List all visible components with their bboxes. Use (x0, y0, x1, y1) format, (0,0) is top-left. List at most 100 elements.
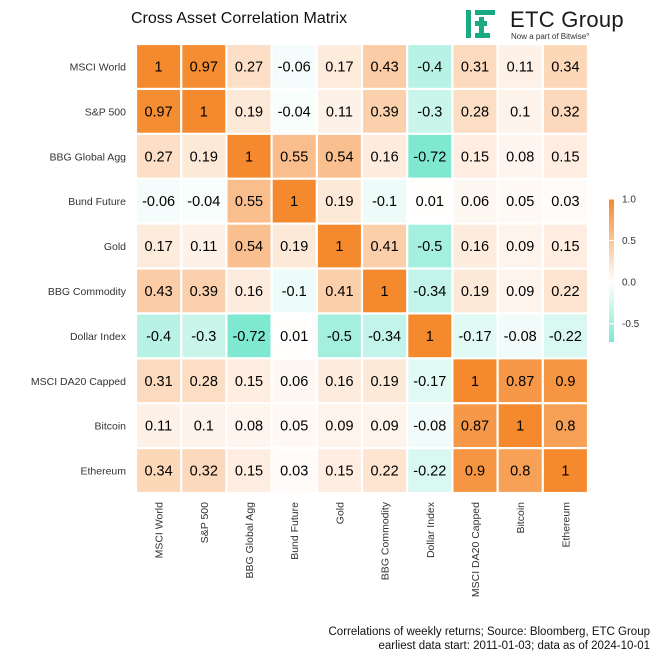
heatmap-value-label: 0.01 (416, 194, 444, 210)
heatmap-value-label: 0.32 (551, 104, 579, 120)
heatmap-value-label: 0.17 (325, 59, 353, 75)
heatmap-value-label: 0.16 (235, 284, 263, 300)
heatmap-cell (227, 90, 271, 133)
heatmap-cell (363, 134, 407, 178)
heatmap-cell (453, 359, 497, 403)
heatmap-value-label: 0.15 (235, 374, 263, 390)
heatmap-value-label: 0.8 (510, 464, 530, 480)
heatmap-cell (408, 359, 452, 403)
heatmap-value-label: -0.72 (232, 329, 265, 345)
heatmap-value-label: 0.41 (325, 284, 353, 300)
heatmap-value-label: 0.27 (235, 59, 263, 75)
heatmap-value-label: 0.97 (190, 59, 218, 75)
row-label: S&P 500 (85, 106, 126, 118)
heatmap-cell (272, 314, 316, 358)
heatmap-value-label: 0.32 (190, 464, 218, 480)
row-label: BBG Commodity (48, 286, 127, 298)
heatmap-value-label: -0.5 (417, 239, 442, 255)
heatmap-cell (317, 224, 361, 268)
heatmap-value-label: 0.28 (461, 104, 489, 120)
heatmap-value-label: -0.3 (191, 329, 216, 345)
heatmap-value-label: 0.31 (461, 59, 489, 75)
heatmap-cell (498, 404, 542, 447)
heatmap-value-label: 0.55 (280, 149, 308, 165)
heatmap-value-label: 0.15 (325, 464, 353, 480)
heatmap-cell (137, 314, 181, 358)
heatmap-cell (137, 179, 181, 223)
heatmap-cell (408, 224, 452, 268)
heatmap-cell (453, 179, 497, 223)
heatmap-cell (137, 269, 181, 313)
heatmap-cell (543, 90, 587, 133)
heatmap-value-label: 0.97 (144, 104, 172, 120)
heatmap-cell (182, 449, 226, 492)
heatmap-value-label: 0.01 (280, 329, 308, 345)
heatmap-cell (272, 90, 316, 133)
heatmap-cell (137, 134, 181, 178)
heatmap-value-label: 1 (200, 104, 208, 120)
brand-name: ETC Group (510, 7, 624, 32)
heatmap-value-label: 1 (426, 329, 434, 345)
heatmap-cell (227, 134, 271, 178)
heatmap-cell (317, 134, 361, 178)
heatmap-value-label: -0.17 (458, 329, 491, 345)
brand-logo: ETC Group Now a part of Bitwise° (466, 7, 656, 42)
heatmap-value-label: -0.1 (372, 194, 397, 210)
heatmap-cell (317, 314, 361, 358)
heatmap-cell (363, 179, 407, 223)
heatmap-cell (453, 404, 497, 447)
heatmap-value-label: 1 (290, 194, 298, 210)
heatmap-value-label: 1 (471, 374, 479, 390)
heatmap-value-label: 0.1 (510, 104, 530, 120)
row-label: BBG Global Agg (50, 151, 127, 163)
heatmap-cell (498, 179, 542, 223)
heatmap-value-label: 0.16 (325, 374, 353, 390)
heatmap-value-label: -0.04 (278, 104, 311, 120)
heatmap-cell (453, 314, 497, 358)
row-label: MSCI World (70, 61, 127, 73)
heatmap-value-label: -0.34 (413, 284, 446, 300)
heatmap-cell (408, 179, 452, 223)
heatmap-cell (227, 449, 271, 492)
heatmap-value-label: 0.22 (551, 284, 579, 300)
heatmap-value-label: -0.4 (146, 329, 171, 345)
heatmap-cell (272, 45, 316, 88)
heatmap-value-label: 0.15 (461, 149, 489, 165)
legend-tick-label: 0.0 (622, 278, 636, 289)
heatmap-cell (182, 90, 226, 133)
heatmap-cell (227, 179, 271, 223)
heatmap-value-label: 0.16 (461, 239, 489, 255)
column-label: BBG Commodity (380, 501, 392, 580)
heatmap-cell (453, 90, 497, 133)
heatmap-cell (227, 359, 271, 403)
heatmap-cell (272, 134, 316, 178)
heatmap-cell (227, 45, 271, 88)
heatmap-cell (272, 224, 316, 268)
heatmap-value-label: 1 (381, 284, 389, 300)
heatmap-value-label: 0.19 (235, 104, 263, 120)
heatmap-value-label: -0.17 (413, 374, 446, 390)
heatmap-value-label: 0.11 (507, 59, 534, 75)
heatmap-cell (408, 45, 452, 88)
heatmap-value-label: 0.19 (190, 149, 218, 165)
heatmap-value-label: 0.43 (370, 59, 398, 75)
heatmap-cell (272, 449, 316, 492)
column-label: MSCI World (154, 502, 166, 559)
heatmap-cell (453, 224, 497, 268)
heatmap-value-label: 0.05 (506, 194, 534, 210)
heatmap-value-label: 0.05 (280, 419, 308, 435)
row-label: Dollar Index (70, 331, 127, 343)
heatmap-value-label: 0.27 (144, 149, 172, 165)
heatmap-value-label: 0.11 (190, 239, 217, 255)
column-label: S&P 500 (199, 502, 211, 543)
heatmap-cell (272, 359, 316, 403)
heatmap-cell (182, 45, 226, 88)
heatmap-cell (408, 90, 452, 133)
heatmap-value-label: -0.06 (278, 59, 311, 75)
heatmap-cell (317, 90, 361, 133)
row-label: Ethereum (80, 466, 126, 478)
heatmap-cell (363, 90, 407, 133)
heatmap-value-label: -0.22 (549, 329, 582, 345)
heatmap-value-label: 0.9 (465, 464, 485, 480)
